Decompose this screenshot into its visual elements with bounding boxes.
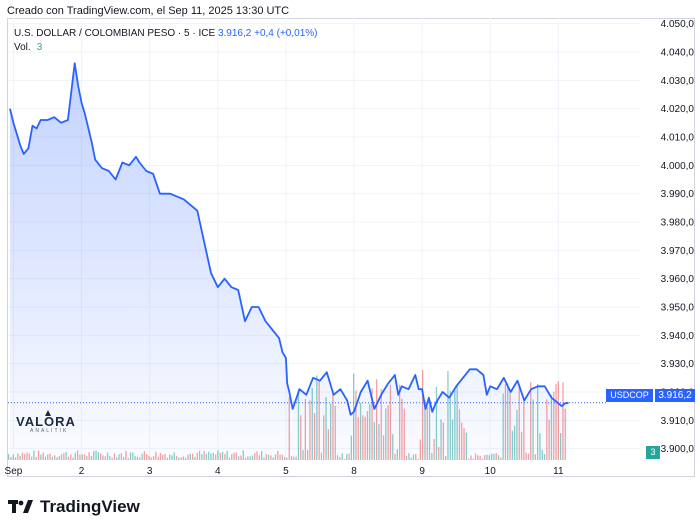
x-tick-label: Sep (5, 466, 23, 477)
watermark-sub: ANALITIK (30, 428, 69, 434)
y-tick-label: 4.040,0 (661, 48, 695, 59)
price-change: +0,4 (+0,01%) (254, 28, 318, 39)
x-tick-label: 9 (419, 466, 425, 477)
watermark-name: VALORA (16, 414, 76, 429)
y-tick-label: 4.020,0 (661, 104, 695, 115)
x-tick-label: 4 (215, 466, 221, 477)
price-chart[interactable]: 4.050,0 4.040,0 4.030,0 4.020,0 4.010,0 4.000… (0, 0, 700, 480)
volume-tag: 3 (646, 446, 660, 459)
y-tick-label: 3.950,0 (661, 303, 695, 314)
y-tick-label: 3.960,0 (661, 274, 695, 285)
volume-label: Vol. (14, 42, 31, 53)
y-tick-label: 4.000,0 (661, 161, 695, 172)
y-tick-label: 3.980,0 (661, 218, 695, 229)
volume-bar (8, 454, 10, 460)
symbol-legend: U.S. DOLLAR / COLOMBIAN PESO · 5 · ICE 3… (14, 28, 317, 39)
symbol-price-tag: USDCOP (606, 389, 653, 402)
chart-frame (7, 18, 695, 477)
last-price-tag: 3.916,2 (655, 389, 695, 402)
y-tick-label: 3.940,0 (661, 331, 695, 342)
y-tick-label: 3.910,0 (661, 416, 695, 427)
y-tick-label: 3.900,0 (661, 444, 695, 455)
x-tick-label: 3 (147, 466, 153, 477)
x-tick-label: 11 (553, 466, 564, 477)
x-tick-label: 2 (79, 466, 85, 477)
volume-value: 3 (36, 42, 43, 53)
footer-brand[interactable]: TradingView (8, 497, 140, 517)
x-tick-label: 5 (283, 466, 289, 477)
chart-caption: Creado con TradingView.com, el Sep 11, 2… (7, 5, 290, 17)
y-tick-label: 3.930,0 (661, 359, 695, 370)
y-tick-label: 4.030,0 (661, 76, 695, 87)
symbol-description: U.S. DOLLAR / COLOMBIAN PESO · 5 · ICE (14, 28, 216, 39)
x-tick-label: 10 (485, 466, 497, 477)
x-tick-label: 8 (351, 466, 357, 477)
y-tick-label: 3.970,0 (661, 246, 695, 257)
y-tick-label: 3.990,0 (661, 189, 695, 200)
volume-legend: Vol. 3 (14, 42, 42, 53)
y-tick-label: 4.050,0 (661, 19, 695, 30)
price-line (9, 62, 569, 416)
brand-name: TradingView (40, 497, 140, 516)
valora-logo-icon (45, 410, 51, 416)
last-price: 3.916,2 (217, 28, 252, 39)
tradingview-logo-icon (8, 500, 33, 513)
price-area (10, 63, 569, 461)
y-tick-label: 4.010,0 (661, 133, 695, 144)
